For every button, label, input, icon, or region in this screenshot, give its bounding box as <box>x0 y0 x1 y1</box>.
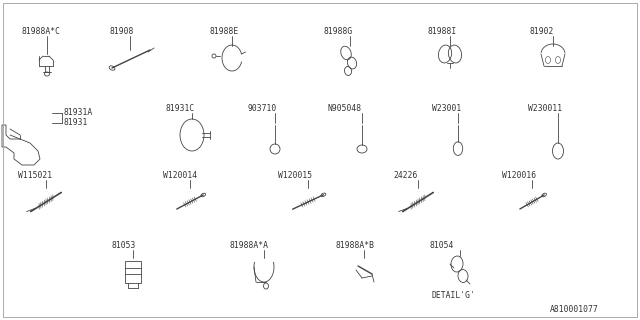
Text: 81902: 81902 <box>530 27 554 36</box>
Text: 903710: 903710 <box>248 104 277 113</box>
Text: 81988E: 81988E <box>209 27 238 36</box>
Text: 81988A*C: 81988A*C <box>22 27 61 36</box>
Text: 24226: 24226 <box>393 171 417 180</box>
Text: 81931C: 81931C <box>165 104 195 113</box>
Text: 81988A*A: 81988A*A <box>230 241 269 250</box>
Text: A810001077: A810001077 <box>550 305 599 314</box>
Text: 81931: 81931 <box>64 118 88 127</box>
Text: W230011: W230011 <box>528 104 562 113</box>
Text: 81988A*B: 81988A*B <box>336 241 375 250</box>
Text: 81988G: 81988G <box>324 27 353 36</box>
Text: 81908: 81908 <box>110 27 134 36</box>
Text: 81988I: 81988I <box>427 27 456 36</box>
Text: DETAIL'G': DETAIL'G' <box>432 291 476 300</box>
Text: W115021: W115021 <box>18 171 52 180</box>
Text: W120016: W120016 <box>502 171 536 180</box>
Text: W120014: W120014 <box>163 171 197 180</box>
Text: 81054: 81054 <box>430 241 454 250</box>
Text: 81931A: 81931A <box>64 108 93 117</box>
Text: N905048: N905048 <box>328 104 362 113</box>
Text: W23001: W23001 <box>432 104 461 113</box>
Text: W120015: W120015 <box>278 171 312 180</box>
Text: 81053: 81053 <box>112 241 136 250</box>
